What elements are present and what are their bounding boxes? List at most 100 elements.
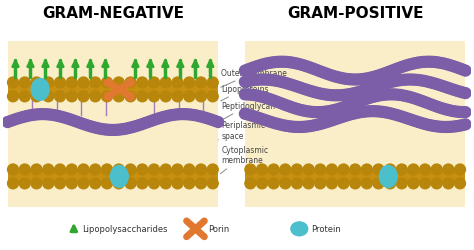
Bar [8,83,218,97]
Circle shape [43,92,54,102]
Circle shape [326,116,337,126]
Circle shape [172,164,183,175]
Circle shape [427,78,438,89]
Circle shape [125,92,136,102]
Circle shape [113,78,124,88]
Circle shape [103,125,114,136]
Circle shape [451,121,462,132]
Circle shape [410,58,420,70]
Circle shape [445,106,456,117]
Circle shape [376,90,387,101]
Circle shape [8,178,18,189]
Circle shape [278,57,289,68]
Circle shape [269,58,280,68]
Circle shape [329,72,340,82]
Circle shape [126,93,134,101]
Circle shape [303,164,314,175]
Ellipse shape [31,79,49,101]
Circle shape [78,164,89,175]
Circle shape [392,76,402,87]
Circle shape [278,120,289,131]
Circle shape [257,75,268,86]
Circle shape [353,87,364,98]
Circle shape [383,78,393,89]
Circle shape [460,107,471,118]
Circle shape [397,62,408,73]
Circle shape [278,100,289,110]
Circle shape [257,60,268,70]
Circle shape [78,178,89,189]
Circle shape [350,108,361,119]
Circle shape [66,178,77,189]
Circle shape [308,107,319,118]
Circle shape [373,178,384,189]
Circle shape [347,89,358,100]
Text: Lipoproteins: Lipoproteins [221,84,269,102]
Circle shape [184,178,195,189]
Circle shape [101,92,112,102]
Circle shape [251,62,262,72]
Circle shape [125,178,136,189]
Circle shape [287,80,298,91]
Circle shape [323,116,334,128]
Circle shape [280,178,291,189]
Circle shape [443,164,454,175]
Circle shape [380,90,391,101]
Circle shape [296,83,307,94]
Circle shape [172,78,183,88]
Circle shape [255,92,265,102]
Circle shape [78,92,89,102]
Circle shape [207,164,218,175]
Circle shape [246,76,256,87]
Circle shape [376,80,387,90]
Circle shape [106,125,117,136]
Circle shape [305,121,316,132]
Circle shape [248,90,259,101]
Circle shape [287,58,298,69]
Circle shape [264,75,274,86]
Circle shape [406,75,417,86]
Circle shape [397,75,408,86]
Circle shape [160,78,171,88]
Circle shape [290,81,301,92]
Circle shape [269,118,280,129]
Circle shape [433,80,444,91]
Circle shape [264,116,274,127]
Circle shape [121,124,132,134]
Circle shape [365,93,375,104]
Circle shape [260,59,271,70]
Circle shape [100,124,111,136]
Circle shape [130,121,141,132]
Circle shape [207,78,218,88]
Circle shape [362,94,373,105]
Circle shape [403,60,414,71]
Circle shape [84,121,95,132]
Text: Outer membrane: Outer membrane [221,69,287,88]
Circle shape [255,75,265,86]
Circle shape [460,88,471,99]
Circle shape [323,90,334,101]
Circle shape [248,75,259,86]
Circle shape [374,70,384,82]
Circle shape [454,121,465,132]
Text: Porin: Porin [208,224,229,234]
Circle shape [460,66,471,77]
Circle shape [293,122,304,133]
Circle shape [296,60,307,71]
Text: Lipopolysaccharides: Lipopolysaccharides [82,224,167,234]
Circle shape [66,78,77,88]
Circle shape [385,108,396,120]
Circle shape [436,81,447,92]
Circle shape [361,164,372,175]
Circle shape [90,92,100,102]
Circle shape [275,98,286,109]
Circle shape [457,65,468,76]
Circle shape [448,62,459,72]
Circle shape [394,63,405,74]
Circle shape [31,164,42,175]
Circle shape [359,107,370,118]
Circle shape [239,109,250,120]
Circle shape [251,112,262,123]
Circle shape [436,58,447,69]
Circle shape [427,121,438,132]
